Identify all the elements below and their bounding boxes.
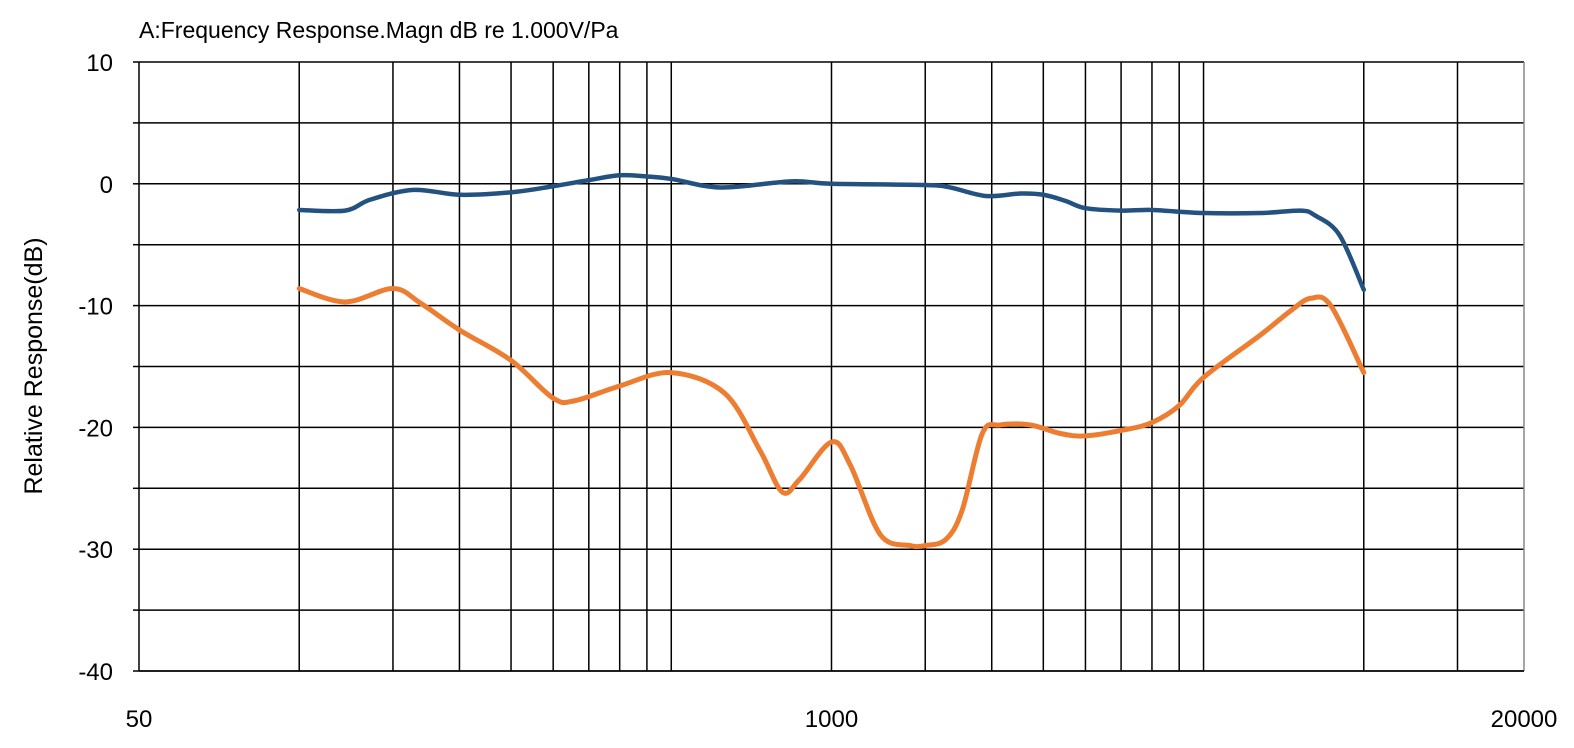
y-tick-label: -10 xyxy=(78,294,113,321)
chart-title: A:Frequency Response.Magn dB re 1.000V/P… xyxy=(139,17,619,43)
y-axis-label: Relative Response(dB) xyxy=(20,237,48,494)
y-tick-label: 10 xyxy=(86,50,113,77)
x-tick-labels: 50 1000 20000 xyxy=(126,706,1558,733)
series-line-1 xyxy=(296,172,1367,293)
x-tick-label: 20000 xyxy=(1491,706,1558,733)
x-tick-label: 50 xyxy=(126,706,153,733)
y-tick-label: -40 xyxy=(78,659,113,686)
y-tick-labels: 10 0 -10 -20 -30 -40 xyxy=(78,50,113,686)
grid xyxy=(133,61,1525,672)
y-tick-label: -30 xyxy=(78,537,113,564)
x-tick-label: 1000 xyxy=(805,706,858,733)
y-tick-label: -20 xyxy=(78,415,113,442)
y-tick-label: 0 xyxy=(100,172,113,199)
series-line-2 xyxy=(296,286,1367,550)
series-lines xyxy=(296,172,1367,550)
